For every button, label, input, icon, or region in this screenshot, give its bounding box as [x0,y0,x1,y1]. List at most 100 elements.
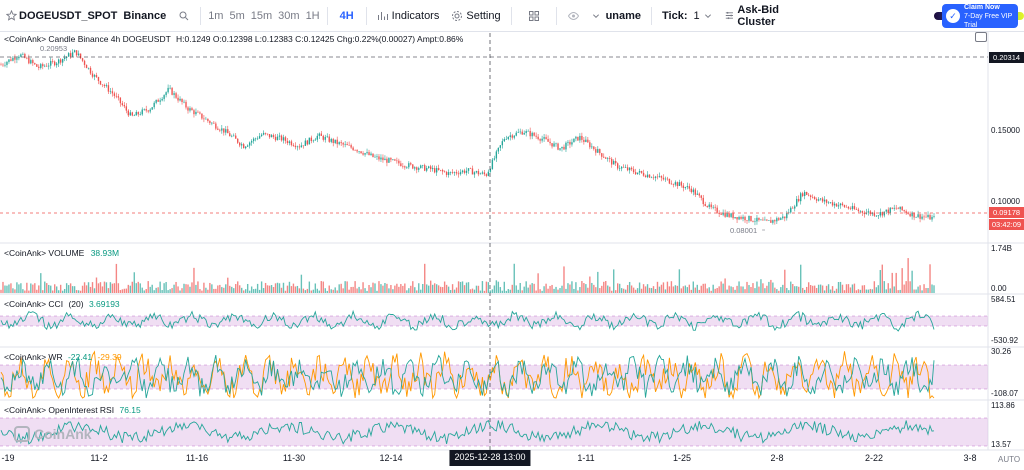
volume-bar [652,286,655,293]
volume-bar [350,286,352,293]
candle-body [497,147,500,152]
volume-bar [618,283,621,293]
candle-body [871,212,874,215]
volume-bar [101,286,104,293]
candle-body [368,152,370,156]
setting-button[interactable]: Setting [445,0,506,32]
candle-body [563,146,565,150]
volume-bar [780,287,782,293]
candle-body [483,172,486,175]
candle-body [320,133,322,136]
volume-bar [326,290,328,293]
volume-bar [579,287,581,293]
candle-body [101,84,104,86]
timeframe-30m[interactable]: 30m [278,9,300,22]
candle-body [640,171,643,173]
volume-bar [10,283,12,293]
claim-vip-trial-button[interactable]: ✓ Claim Now 7-Day Free VIP Trial [942,4,1018,29]
candle-body [798,198,800,202]
candle-body [706,205,708,207]
time-crosshair-label: 2025-12-28 13:00 [449,450,531,466]
candle-body [87,67,90,69]
volume-bar [911,270,913,293]
favorite-star-icon[interactable] [0,0,19,32]
symbol-name[interactable]: DOGEUSDT_SPOT [19,9,118,22]
candle-body [505,139,507,140]
volume-bar [85,285,88,293]
candle-body [223,128,225,133]
auto-scale-toggle[interactable]: AUTO [998,455,1021,464]
volume-bar [921,290,923,293]
candle-body [603,156,605,158]
volume-bar [915,289,917,293]
volume-bar [841,284,844,293]
volume-bar [766,285,768,293]
candle-body [617,163,619,169]
candle-body [207,118,209,121]
candle-body [225,129,227,133]
candle-body [437,168,440,170]
volume-bar [125,288,128,293]
candle-body [233,135,235,137]
candle-body [843,205,846,207]
candle-body [865,212,868,215]
candle-body [392,159,394,160]
candle-body [758,217,760,220]
candle-body [780,218,782,220]
volume-bar [424,263,426,293]
volume-bar [26,282,28,293]
screenshot-camera-icon[interactable] [975,32,987,42]
candle-body [883,211,885,216]
candle-body [384,158,386,161]
volume-bar [22,289,24,293]
volume-bar [264,282,267,293]
tick-value: 1 [693,9,700,22]
timeframe-1m[interactable]: 1m [208,9,224,22]
indicators-button[interactable]: Indicators [371,0,446,32]
volume-bar [207,289,209,293]
cci-axis-bottom: -530.92 [991,336,1019,345]
candle-body [499,145,502,148]
volume-bar [422,283,424,293]
volume-bar [139,283,141,293]
candle-body [573,138,575,143]
eye-icon[interactable] [561,0,586,32]
volume-bar [525,281,527,293]
candle-body [34,63,36,65]
volume-bar [640,288,643,293]
volume-bar [262,288,265,293]
candle-body [909,213,911,217]
timeframe-5m[interactable]: 5m [229,9,245,22]
volume-bar [758,286,760,293]
candle-body [414,167,416,169]
timeframe-4h[interactable]: 4H [339,9,354,22]
volume-bar [599,288,601,293]
candle-body [165,92,167,96]
candle-body [897,208,899,210]
volume-bar [658,286,661,293]
candle-body [95,75,98,78]
candle-body [690,188,692,193]
volume-bar [362,282,364,293]
volume-bar [231,286,233,293]
indicators-icon [377,11,388,20]
volume-bar [704,283,706,293]
tick-selector[interactable]: Tick: 1 [656,0,718,32]
candle-body [903,210,905,212]
candle-body [296,146,299,148]
volume-bar [571,281,573,293]
volume-bar [913,289,915,293]
timeframe-1h[interactable]: 1H [305,9,320,22]
timeframe-15m[interactable]: 15m [250,9,273,22]
layout-grid-icon[interactable] [516,0,552,32]
volume-bar [581,281,583,293]
candle-body [30,60,32,64]
candle-body [571,142,573,145]
symbol-search-icon[interactable] [172,0,196,32]
ask-bid-cluster-button[interactable]: Ask-Bid Cluster [718,0,824,32]
candle-body [477,171,480,175]
volume-bar [169,289,171,293]
volume-bar [825,285,828,293]
user-dropdown[interactable]: uname [586,0,647,32]
